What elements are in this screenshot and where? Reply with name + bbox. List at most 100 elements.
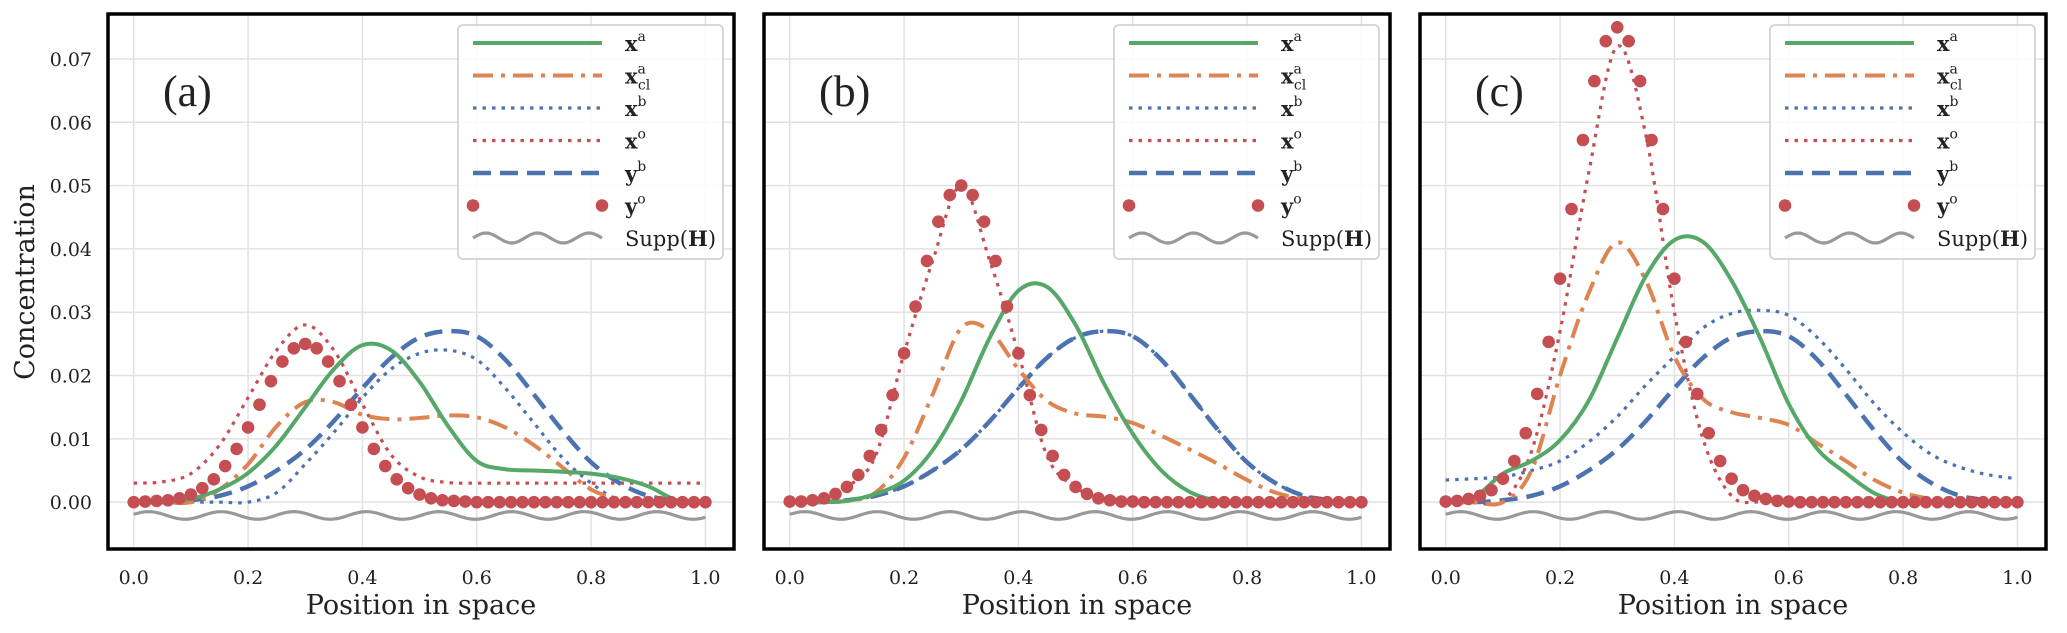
data-point-y-o [378,459,392,473]
data-point-y-o [1805,495,1818,509]
data-point-y-o [1862,495,1876,509]
data-point-y-o [401,481,415,495]
data-point-y-o [207,473,221,486]
data-point-y-o [298,337,312,351]
data-point-y-o [1702,426,1716,440]
series-line-y-b [1445,328,2018,505]
data-point-y-o [1976,495,1990,509]
data-point-y-o [794,495,808,508]
data-point-y-o [817,492,831,505]
series-line-x-o [133,323,706,485]
data-point-y-o [1160,495,1174,509]
axes-frame [762,12,1392,551]
data-point-y-o [1103,493,1117,507]
legend-item-supp: Supp(H) [1784,226,2028,251]
data-point-y-o [607,495,621,509]
data-point-y-o [1576,133,1590,147]
data-point-y-o [138,495,152,508]
data-point-y-o [390,473,404,486]
data-point-y-o [1828,495,1841,509]
data-point-y-o [436,493,449,507]
data-point-y-o [1679,335,1693,349]
x-tick-label: 0.8 [1888,567,1918,589]
data-point-y-o [1439,495,1453,508]
data-point-y-o [333,374,346,388]
data-point-y-o [1485,483,1498,497]
legend-item-x-o: xo [1785,127,1958,154]
legend-item-x-a-cl: xa cl [473,62,651,94]
data-point-y-o [470,495,484,509]
data-point-y-o [1450,494,1464,508]
legend-item-x-b: xb [473,94,647,121]
data-point-y-o [886,388,899,402]
x-tick-label: 0.8 [1232,567,1262,589]
y-tick-label: 0.00 [50,492,92,514]
legend-label: yb [624,159,646,186]
data-point-y-o [1496,472,1510,486]
legend-sample [1784,231,1915,245]
data-point-y-o [459,495,472,508]
data-point-y-o [1999,495,2013,509]
axes-frame [106,12,736,551]
data-point-y-o [1172,495,1185,509]
data-point-y-o [481,495,495,509]
legend-item-x-o: xo [473,127,646,154]
data-point-y-o [1610,20,1624,34]
data-point-y-o [584,495,598,509]
data-point-y-o [687,495,701,509]
legend-label: xb [1937,94,1959,121]
x-tick-label: 0.0 [119,567,149,589]
data-point-y-o [1046,449,1060,463]
data-point-y-o [287,341,301,355]
legend-item-x-b: xb [1129,94,1303,121]
data-point-y-o [1690,387,1704,401]
data-point-y-o [184,488,198,501]
axes-frame [1418,12,2048,551]
data-point-y-o [630,495,644,509]
data-point-y-o [1530,387,1544,401]
panel-b: 0.0 0.2 0.4 0.6 0.8 1.0 (b) Position in space xa… [762,12,1392,621]
data-point-y-o [1851,495,1864,509]
data-point-y-o [1252,495,1265,509]
data-point-y-o [1195,495,1208,509]
data-point-y-o [1286,495,1300,509]
data-point-y-o [1725,472,1738,486]
series-line-x-a-cl [789,320,1362,505]
data-point-y-o [840,480,854,494]
panel-label: (c) [1475,67,1524,116]
data-point-y-o [699,495,712,509]
data-point-y-o [783,495,797,508]
data-point-y-o [276,355,289,368]
series-line-supp-h [133,510,706,521]
legend-item-y-o: yo [466,192,646,219]
legend-item-y-b: yb [1785,159,1958,186]
data-point-y-o [806,493,819,507]
legend-item-y-o: yo [1778,192,1958,219]
legend-marker [595,199,609,212]
data-point-y-o [932,215,945,228]
data-point-y-o [1588,74,1601,88]
data-point-y-o [1115,495,1128,508]
legend-item-supp: Supp(H) [472,226,716,251]
data-point-y-o [1183,495,1197,509]
data-point-y-o [1885,495,1898,509]
data-point-y-o [596,495,609,509]
y-tick-label: 0.02 [50,366,92,388]
data-point-y-o [218,459,232,473]
panel-label: (a) [163,67,212,116]
y-tick-label: 0.01 [50,429,92,451]
data-point-y-o [1953,495,1967,509]
series-line-x-a [789,281,1362,505]
data-point-y-o [1816,495,1830,509]
data-point-y-o [1057,468,1071,482]
series-line-x-b [1445,308,2018,482]
legend-label: xa [1937,29,1958,56]
data-point-y-o [1656,202,1670,216]
x-tick-label: 0.6 [462,567,492,589]
data-point-y-o [954,179,968,192]
data-point-y-o [1263,495,1277,509]
data-point-y-o [966,188,979,202]
legend-item-x-a: xa [1129,29,1302,56]
